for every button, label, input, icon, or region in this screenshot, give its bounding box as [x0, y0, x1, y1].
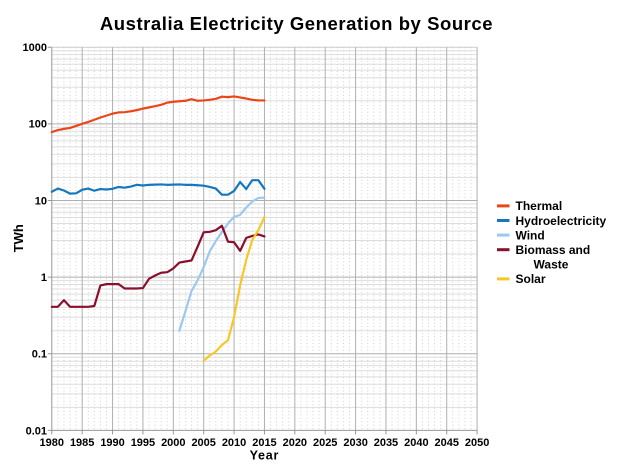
svg-text:0.01: 0.01	[26, 425, 47, 437]
svg-text:TWh: TWh	[11, 224, 26, 252]
svg-text:Thermal: Thermal	[516, 199, 563, 213]
svg-text:2020: 2020	[283, 437, 307, 449]
svg-text:2045: 2045	[434, 437, 458, 449]
svg-text:2035: 2035	[374, 437, 398, 449]
svg-text:2025: 2025	[313, 437, 337, 449]
svg-text:1990: 1990	[100, 437, 124, 449]
svg-text:2030: 2030	[343, 437, 367, 449]
svg-text:Wind: Wind	[516, 228, 545, 242]
svg-text:0.1: 0.1	[32, 349, 47, 361]
svg-text:2050: 2050	[465, 437, 489, 449]
svg-text:2000: 2000	[161, 437, 185, 449]
svg-text:2040: 2040	[404, 437, 428, 449]
svg-text:2015: 2015	[252, 437, 276, 449]
svg-text:Australia Electricity Generati: Australia Electricity Generation by Sour…	[100, 13, 493, 34]
svg-text:Year: Year	[250, 449, 280, 463]
svg-text:2010: 2010	[222, 437, 246, 449]
svg-text:1000: 1000	[23, 42, 47, 54]
svg-text:100: 100	[29, 119, 47, 131]
svg-text:1980: 1980	[40, 437, 64, 449]
svg-text:1985: 1985	[70, 437, 94, 449]
svg-text:1: 1	[41, 272, 47, 284]
svg-text:Hydroelectricity: Hydroelectricity	[516, 214, 607, 228]
svg-text:1995: 1995	[131, 437, 155, 449]
svg-text:Waste: Waste	[534, 258, 569, 272]
svg-text:10: 10	[35, 195, 47, 207]
svg-text:Biomass and: Biomass and	[516, 243, 591, 257]
svg-text:Solar: Solar	[516, 272, 546, 286]
svg-text:2005: 2005	[191, 437, 215, 449]
